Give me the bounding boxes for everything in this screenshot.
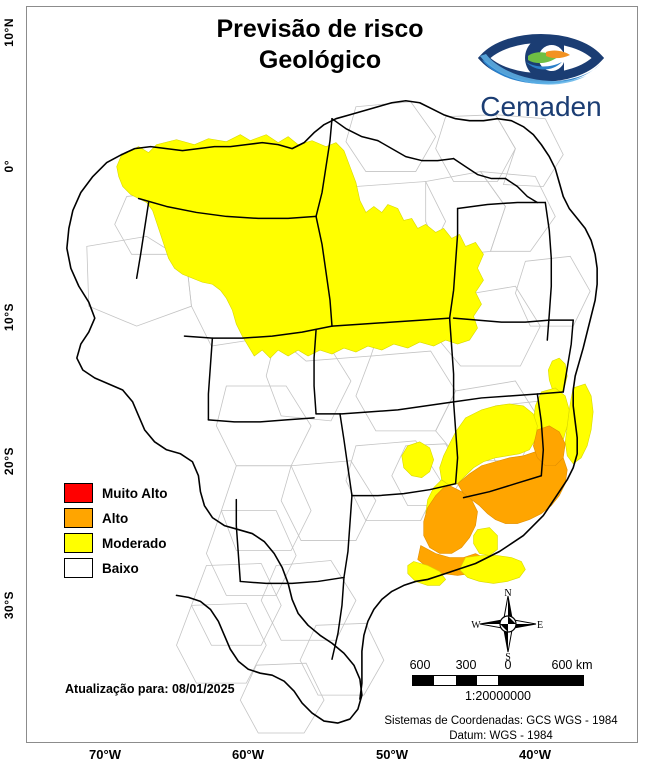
- scale-segment-2: [434, 676, 456, 685]
- compass-label-west: W: [471, 620, 481, 631]
- latitude-tick-0: 0°: [2, 160, 16, 173]
- longitude-tick-50w: 50°W: [376, 747, 408, 762]
- legend-item-moderado: Moderado: [64, 531, 167, 555]
- compass-label-east: E: [537, 620, 543, 631]
- longitude-tick-40w: 40°W: [519, 747, 551, 762]
- brazil-risk-map[interactable]: [27, 7, 637, 742]
- legend-swatch-muito-alto: [64, 483, 93, 503]
- scale-tick-300: 300: [455, 658, 477, 672]
- page-title-line-1: Previsão de risco: [216, 15, 424, 43]
- legend-label-alto: Alto: [102, 510, 129, 526]
- longitude-tick-70w: 70°W: [89, 747, 121, 762]
- legend-label-muito-alto: Muito Alto: [102, 485, 168, 501]
- cemaden-wordmark: Cemaden: [480, 91, 601, 122]
- scale-bar-ticks: 600 300 0 600 km: [409, 658, 593, 674]
- compass-label-south: S: [505, 652, 511, 660]
- cemaden-logo-mark: Cemaden: [478, 34, 604, 122]
- coordinate-system-line-2: Datum: WGS - 1984: [449, 729, 553, 742]
- state-boundaries: [66, 99, 598, 724]
- risk-legend: Muito Alto Alto Moderado Baixo: [64, 481, 167, 581]
- latitude-tick-10n: 10°N: [2, 18, 16, 47]
- compass-label-north: N: [504, 588, 511, 599]
- scale-tick-600-right: 600 km: [551, 658, 593, 672]
- scale-tick-600-left: 600: [409, 658, 431, 672]
- compass-rose: N S E W: [470, 588, 546, 663]
- scale-segment-3: [455, 676, 477, 685]
- legend-label-moderado: Moderado: [102, 535, 167, 551]
- scale-bar: 600 300 0 600 km 1:20000000: [409, 658, 593, 703]
- page-title: Previsão de risco Geológico: [150, 14, 490, 75]
- cemaden-logo: Cemaden: [478, 24, 604, 124]
- scale-tick-0: 0: [504, 658, 512, 672]
- legend-item-alto: Alto: [64, 506, 167, 530]
- risk-area-moderado-amazonas: [116, 134, 484, 359]
- coordinate-system-note: Sistemas de Coordenadas: GCS WGS - 1984 …: [370, 714, 632, 743]
- update-timestamp: Atualização para: 08/01/2025: [65, 682, 235, 696]
- latitude-tick-20s: 20°S: [2, 447, 16, 476]
- legend-item-muito-alto: Muito Alto: [64, 481, 167, 505]
- compass-rose-icon: N S E W: [471, 588, 543, 663]
- latitude-tick-10s: 10°S: [2, 303, 16, 332]
- coordinate-system-line-1: Sistemas de Coordenadas: GCS WGS - 1984: [384, 715, 618, 727]
- page-title-line-2: Geológico: [258, 45, 382, 74]
- longitude-tick-60w: 60°W: [232, 747, 264, 762]
- legend-item-baixo: Baixo: [64, 556, 167, 580]
- scale-segment-1: [413, 676, 435, 685]
- legend-swatch-moderado: [64, 533, 93, 553]
- legend-label-baixo: Baixo: [102, 560, 139, 576]
- risk-area-alto-minas-rio: [417, 425, 568, 576]
- scale-segment-5: [498, 676, 583, 685]
- map-frame[interactable]: [26, 6, 638, 743]
- scale-ratio: 1:20000000: [464, 689, 532, 703]
- scale-segment-4: [476, 676, 498, 685]
- scale-bar-segments: [412, 675, 584, 686]
- legend-swatch-alto: [64, 508, 93, 528]
- legend-swatch-baixo: [64, 558, 93, 578]
- latitude-tick-30s: 30°S: [2, 591, 16, 620]
